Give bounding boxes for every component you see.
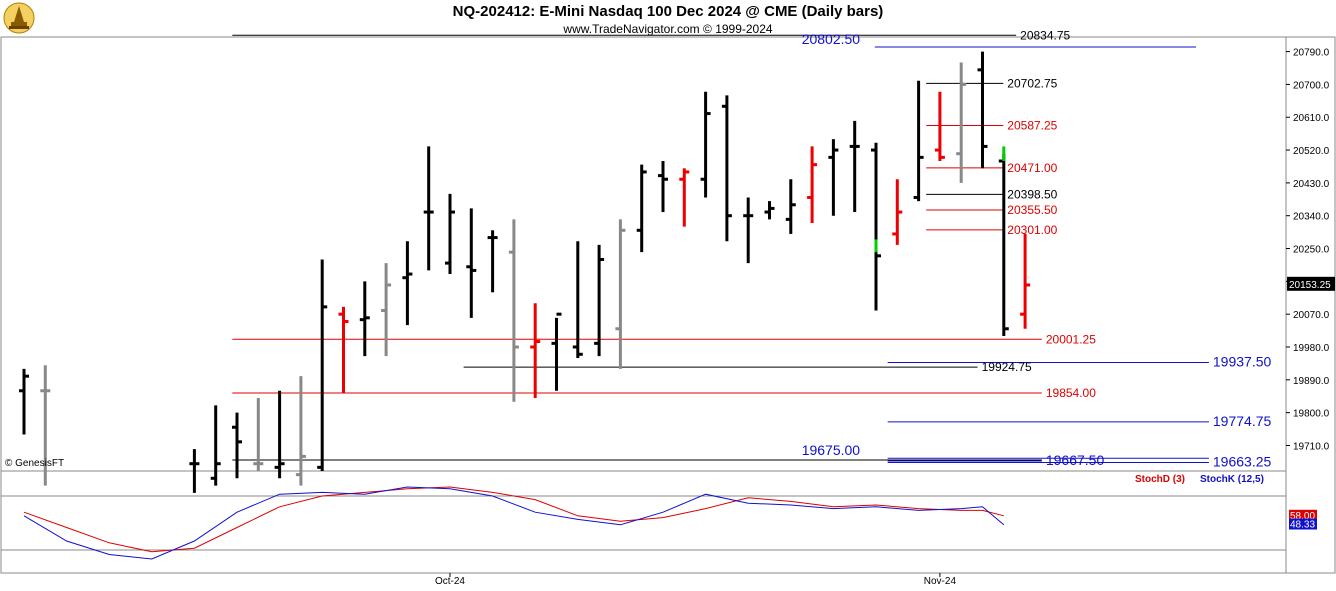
trade-navigator-logo-icon (3, 2, 35, 34)
price-level-label: 20587.25 (1007, 119, 1057, 133)
ohlc-bar (487, 230, 498, 293)
last-price-label: 20153.25 (1289, 280, 1331, 291)
ohlc-bar (189, 449, 200, 493)
y-axis-tick-label: 19710.0 (1293, 441, 1330, 452)
y-axis-tick-label: 20700.0 (1293, 80, 1330, 91)
chart-subtitle: www.TradeNavigator.com © 1999-2024 (563, 22, 773, 36)
ohlc-bar (658, 161, 668, 213)
ohlc-bar (721, 95, 732, 242)
price-axis (1285, 36, 1336, 574)
ohlc-bar (828, 139, 839, 216)
price-level-label: 20301.00 (1007, 223, 1057, 237)
ohlc-bar (232, 412, 242, 479)
ohlc-bar (402, 241, 413, 326)
ohlc-bar (381, 263, 392, 357)
ohlc-bar (253, 398, 264, 471)
price-level-label: 19937.50 (1213, 354, 1272, 370)
ohlc-bar (572, 241, 583, 358)
x-axis-label: Nov-24 (924, 576, 957, 587)
ohlc-bar (977, 51, 988, 169)
y-axis-tick-label: 19800.0 (1293, 409, 1330, 420)
y-axis-tick-label: 20430.0 (1293, 179, 1330, 190)
ohlc-bar (700, 91, 711, 198)
ohlc-bar (743, 197, 754, 264)
ohlc-bar (615, 219, 626, 369)
stochk-last-marker (1289, 518, 1317, 530)
stochk-line (23, 486, 1005, 560)
ohlc-bar (466, 208, 477, 318)
ohlc-bar (934, 91, 945, 161)
price-level-label: 19675.00 (802, 442, 861, 458)
chart-header: NQ-202412: E-Mini Nasdaq 100 Dec 2024 @ … (0, 0, 1336, 36)
ohlc-bar (679, 168, 690, 227)
price-panel-frame (0, 36, 1287, 472)
stochd-line (23, 486, 1004, 553)
stochk-last-value: 48.33 (1290, 520, 1315, 531)
ohlc-bar (274, 390, 285, 479)
stochk-legend: StochK (12,5) (1200, 474, 1264, 485)
ohlc-bar (785, 179, 796, 234)
stochastic-panel-frame (0, 470, 1287, 574)
ohlc-bar (551, 312, 562, 391)
ohlc-bar (338, 306, 349, 393)
stochd-last-value: 58.00 (1290, 511, 1315, 522)
ohlc-bar (913, 80, 924, 202)
ohlc-bar (1020, 233, 1031, 329)
ohlc-bar (445, 193, 455, 275)
x-axis-label: Oct-24 (435, 576, 465, 587)
ohlc-bar (359, 281, 370, 357)
watermark: © GenesisFT (5, 458, 65, 469)
y-axis-tick-label: 20790.0 (1293, 48, 1330, 59)
y-axis-tick-label: 19980.0 (1293, 343, 1330, 354)
price-level-label: 20001.25 (1046, 332, 1096, 346)
ohlc-bar (530, 303, 541, 399)
stochd-last-marker (1289, 509, 1317, 521)
price-level-label: 20398.50 (1007, 187, 1057, 201)
price-level-label: 20834.75 (1020, 28, 1070, 42)
price-level-label: 19774.75 (1213, 413, 1272, 429)
price-level-label: 19924.75 (982, 360, 1032, 374)
ohlc-bar (892, 179, 903, 245)
y-axis-tick-label: 20070.0 (1293, 310, 1330, 321)
y-axis-tick-label: 20520.0 (1293, 146, 1330, 157)
ohlc-bar (594, 244, 605, 357)
stochd-legend: StochD (3) (1135, 474, 1185, 485)
ohlc-bar (295, 376, 306, 486)
y-axis-tick-label: 20610.0 (1293, 113, 1330, 124)
ohlc-bar (871, 142, 881, 311)
ohlc-bar (423, 146, 434, 271)
y-axis-tick-label: 20250.0 (1293, 245, 1330, 256)
ohlc-bar (636, 164, 647, 253)
price-level-label: 19663.25 (1213, 454, 1272, 470)
price-level-label: 20471.00 (1007, 161, 1057, 175)
ohlc-bar (19, 368, 29, 435)
chart-title: NQ-202412: E-Mini Nasdaq 100 Dec 2024 @ … (452, 3, 884, 20)
price-level-label: 20702.75 (1007, 76, 1057, 90)
price-level-label: 20355.50 (1007, 203, 1057, 217)
ohlc-bar (764, 201, 775, 220)
ohlc-bar (40, 365, 51, 486)
ohlc-bar (807, 146, 818, 223)
price-level-label: 19667.50 (1046, 452, 1105, 468)
ohlc-bar (849, 120, 860, 213)
price-level-label: 20802.50 (802, 31, 861, 47)
ohlc-bar (210, 405, 221, 486)
ohlc-bar (956, 62, 967, 183)
y-axis-tick-label: 20340.0 (1293, 212, 1330, 223)
ohlc-bar (508, 219, 519, 402)
last-price-marker (1287, 276, 1335, 291)
price-level-label: 19854.00 (1046, 386, 1096, 400)
ohlc-bar (317, 259, 328, 471)
y-axis-tick-label: 19890.0 (1293, 376, 1330, 387)
